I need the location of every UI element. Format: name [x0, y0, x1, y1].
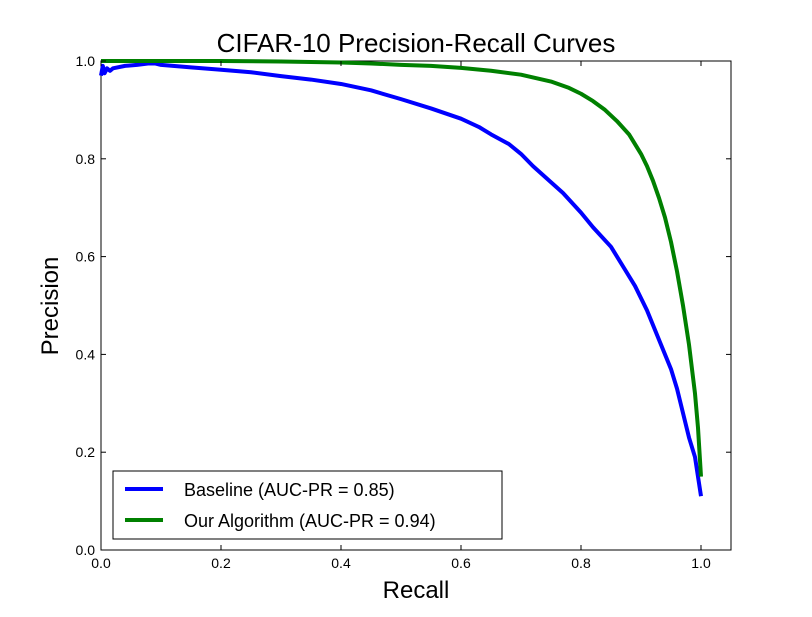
baseline-curve — [99, 61, 703, 497]
legend: Baseline (AUC-PR = 0.85) Our Algorithm (… — [112, 470, 503, 540]
series-layer — [99, 59, 703, 497]
y-axis-label: Precision — [37, 257, 64, 356]
x-tick-label: 0.2 — [211, 555, 231, 571]
our-algorithm-curve — [101, 59, 703, 477]
legend-baseline-label: Baseline (AUC-PR = 0.85) — [184, 480, 395, 500]
tick-layer: 0.0 0.2 0.4 0.6 0.8 1.0 0.0 0.2 0.4 0.6 0.8 1.0 — [76, 53, 731, 571]
x-tick-label: 0.4 — [331, 555, 351, 571]
chart-title: CIFAR-10 Precision-Recall Curves — [217, 28, 616, 58]
legend-our-algorithm-label: Our Algorithm (AUC-PR = 0.94) — [184, 511, 436, 531]
x-tick-label: 0.0 — [91, 555, 111, 571]
x-tick-label: 0.8 — [571, 555, 591, 571]
plot-area: 0.0 0.2 0.4 0.6 0.8 1.0 0.0 0.2 0.4 0.6 0.8 1.0 — [76, 53, 732, 571]
y-tick-label: 0.2 — [76, 444, 96, 460]
y-tick-label: 0.8 — [76, 151, 96, 167]
y-tick-label: 0.6 — [76, 249, 96, 265]
y-tick-label: 1.0 — [76, 53, 96, 69]
x-tick-label: 1.0 — [691, 555, 711, 571]
legend-box — [112, 470, 503, 540]
x-axis-label: Recall — [383, 577, 450, 604]
y-tick-label: 0.0 — [76, 542, 96, 558]
y-tick-label: 0.4 — [76, 346, 96, 362]
plot-frame — [100, 60, 732, 551]
x-tick-label: 0.6 — [451, 555, 471, 571]
